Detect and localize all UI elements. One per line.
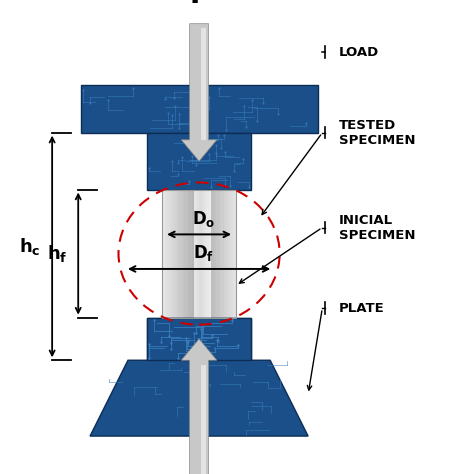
Text: $\mathbf{D_f}$: $\mathbf{D_f}$ [193,243,214,263]
Bar [233,190,236,318]
Text: $\mathbf{h_c}$: $\mathbf{h_c}$ [18,236,40,257]
Bar [170,190,173,318]
Bar [189,190,192,318]
Text: TESTED
SPECIMEN: TESTED SPECIMEN [339,118,415,147]
Bar [172,190,175,318]
Text: $\mathbf{D_o}$: $\mathbf{D_o}$ [192,209,216,228]
Polygon shape [90,360,308,436]
Text: INICIAL
SPECIMEN: INICIAL SPECIMEN [339,213,415,242]
Bar [197,190,200,318]
Bar [224,190,227,318]
Bar [180,190,182,318]
Bar [167,190,170,318]
Bar [147,318,251,360]
Bar [206,190,210,318]
Bar [147,133,251,190]
Text: $\mathbf{h_f}$: $\mathbf{h_f}$ [47,243,68,264]
Bar [194,190,197,318]
Bar [231,190,234,318]
Bar [174,190,177,318]
Bar [184,190,187,318]
Bar [211,190,214,318]
Bar [201,190,204,318]
Bar [162,190,165,318]
Bar [191,190,195,318]
Bar [182,190,185,318]
Bar [177,190,180,318]
Bar [226,190,229,318]
Bar [81,85,318,133]
Bar [147,318,251,360]
FancyArrow shape [181,24,217,161]
Bar [214,190,217,318]
Bar [187,190,190,318]
Bar [199,190,202,318]
Bar [228,190,231,318]
Bar [209,190,212,318]
Bar [219,190,221,318]
Text: F: F [190,0,209,9]
Bar [201,365,206,474]
Bar [162,190,236,318]
Text: PLATE: PLATE [339,301,385,315]
Text: LOAD: LOAD [339,46,379,59]
Bar [221,190,224,318]
Bar [216,190,219,318]
Bar [201,28,206,140]
Bar [204,190,207,318]
Bar [165,190,168,318]
FancyArrow shape [181,339,217,474]
